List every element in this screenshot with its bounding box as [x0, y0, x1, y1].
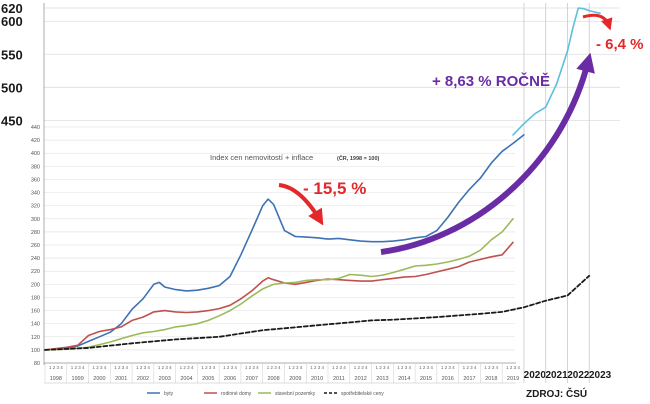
y-tick-400: 400 [31, 151, 40, 157]
y-tick-440: 440 [31, 125, 40, 131]
quarter-ticks-2006: 1 2 3 4 [223, 365, 237, 370]
year-tick-2016: 2016 [442, 376, 454, 382]
year-tick-2019: 2019 [507, 376, 519, 382]
series-line-4 [512, 7, 601, 136]
year-tick-2008: 2008 [267, 376, 279, 382]
year-tick-2014: 2014 [398, 376, 410, 382]
y-tick-160: 160 [31, 309, 40, 315]
chart-title: Index cen nemovitostí + inflace [210, 153, 313, 162]
year-tick-2015: 2015 [420, 376, 432, 382]
y-tick-120: 120 [31, 335, 40, 341]
y-tick-260: 260 [31, 243, 40, 249]
y-tick-300: 300 [31, 217, 40, 223]
y-tick-340: 340 [31, 191, 40, 197]
year-tick-2018: 2018 [485, 376, 497, 382]
year-tick-2006: 2006 [224, 376, 236, 382]
y-tick-420: 420 [31, 138, 40, 144]
y-tick-140: 140 [31, 322, 40, 328]
quarter-ticks-2001: 1 2 3 4 [114, 365, 128, 370]
year-tick-1998: 1998 [50, 376, 62, 382]
y-tick-280: 280 [31, 230, 40, 236]
annotation-growth-arrow [380, 52, 595, 255]
year-tick-2017: 2017 [463, 376, 475, 382]
y-tick-big-450: 450 [1, 113, 23, 128]
series-line-1 [44, 241, 514, 351]
year-tick-1999: 1999 [72, 376, 84, 382]
y-tick-320: 320 [31, 204, 40, 210]
y-tick-200: 200 [31, 282, 40, 288]
annotation-drop-arrow [278, 183, 324, 226]
quarter-ticks-2005: 1 2 3 4 [201, 365, 215, 370]
quarter-ticks-2010: 1 2 3 4 [310, 365, 324, 370]
y-tick-80: 80 [34, 361, 40, 367]
legend-label-rodinne-domy: rodinné domy [221, 391, 252, 397]
quarter-ticks-2018: 1 2 3 4 [484, 365, 498, 370]
y-tick-380: 380 [31, 164, 40, 170]
quarter-ticks-2017: 1 2 3 4 [463, 365, 477, 370]
ext-year-tick-2020: 2020 [524, 370, 547, 381]
year-tick-2013: 2013 [376, 376, 388, 382]
series-line-2 [44, 218, 514, 351]
y-tick-180: 180 [31, 295, 40, 301]
year-tick-2011: 2011 [333, 376, 345, 382]
quarter-ticks-2003: 1 2 3 4 [158, 365, 172, 370]
y-tick-360: 360 [31, 177, 40, 183]
series-line-3 [44, 274, 591, 351]
quarter-ticks-2002: 1 2 3 4 [136, 365, 150, 370]
quarter-ticks-1999: 1 2 3 4 [71, 365, 85, 370]
year-tick-2001: 2001 [115, 376, 127, 382]
source-label: ZDROJ: ČSÚ [526, 387, 587, 400]
series-lines [44, 7, 601, 351]
y-tick-big-500: 500 [1, 80, 23, 95]
annotation-drop-2008: - 15,5 % [303, 179, 366, 198]
quarter-ticks-2015: 1 2 3 4 [419, 365, 433, 370]
year-tick-2004: 2004 [180, 376, 192, 382]
quarter-ticks-2019: 1 2 3 4 [506, 365, 520, 370]
quarter-ticks-2016: 1 2 3 4 [441, 365, 455, 370]
y-tick-big-550: 550 [1, 47, 23, 62]
y-tick-220: 220 [31, 269, 40, 275]
legend-label-spotrebitelske-ceny: spotřebitelské ceny [341, 391, 384, 397]
legend-label-byty: byty [164, 391, 174, 397]
quarter-ticks-2011: 1 2 3 4 [332, 365, 346, 370]
year-tick-2003: 2003 [159, 376, 171, 382]
quarter-ticks-2004: 1 2 3 4 [180, 365, 194, 370]
year-tick-2010: 2010 [311, 376, 323, 382]
year-tick-2012: 2012 [355, 376, 367, 382]
y-tick-100: 100 [31, 348, 40, 354]
year-tick-2009: 2009 [289, 376, 301, 382]
year-tick-2007: 2007 [246, 376, 258, 382]
y-tick-240: 240 [31, 256, 40, 262]
quarter-ticks-2000: 1 2 3 4 [93, 365, 107, 370]
annotation-drop-2023-arrow [582, 13, 613, 31]
quarter-ticks-2014: 1 2 3 4 [397, 365, 411, 370]
annotation-growth: + 8,63 % ROČNĚ [432, 72, 550, 90]
quarter-ticks-1998: 1 2 3 4 [49, 365, 63, 370]
year-tick-2000: 2000 [93, 376, 105, 382]
quarter-ticks-2013: 1 2 3 4 [376, 365, 390, 370]
ext-year-tick-2022: 2022 [567, 370, 590, 381]
year-tick-2002: 2002 [137, 376, 149, 382]
ext-year-tick-2021: 2021 [545, 370, 568, 381]
year-tick-2005: 2005 [202, 376, 214, 382]
quarter-ticks-2007: 1 2 3 4 [245, 365, 259, 370]
axes: 80 100 120 140 160 180 200 220 240 260 280 300 320 34… [1, 1, 612, 384]
quarter-ticks-2009: 1 2 3 4 [288, 365, 302, 370]
quarter-ticks-2008: 1 2 3 4 [267, 365, 281, 370]
series-line-0 [44, 134, 525, 351]
ext-year-tick-2023: 2023 [589, 370, 612, 381]
legend: byty rodinné domy stavební pozemky spotř… [147, 391, 384, 397]
chart-subtitle: (ČR, 1998 = 100) [337, 155, 380, 162]
legend-label-stavebni-pozemky: stavební pozemky [275, 391, 316, 397]
quarter-ticks-2012: 1 2 3 4 [354, 365, 368, 370]
y-tick-big-620: 620 [1, 1, 23, 16]
annotation-drop-2023: - 6,4 % [596, 36, 644, 53]
y-tick-big-600: 600 [1, 14, 23, 29]
